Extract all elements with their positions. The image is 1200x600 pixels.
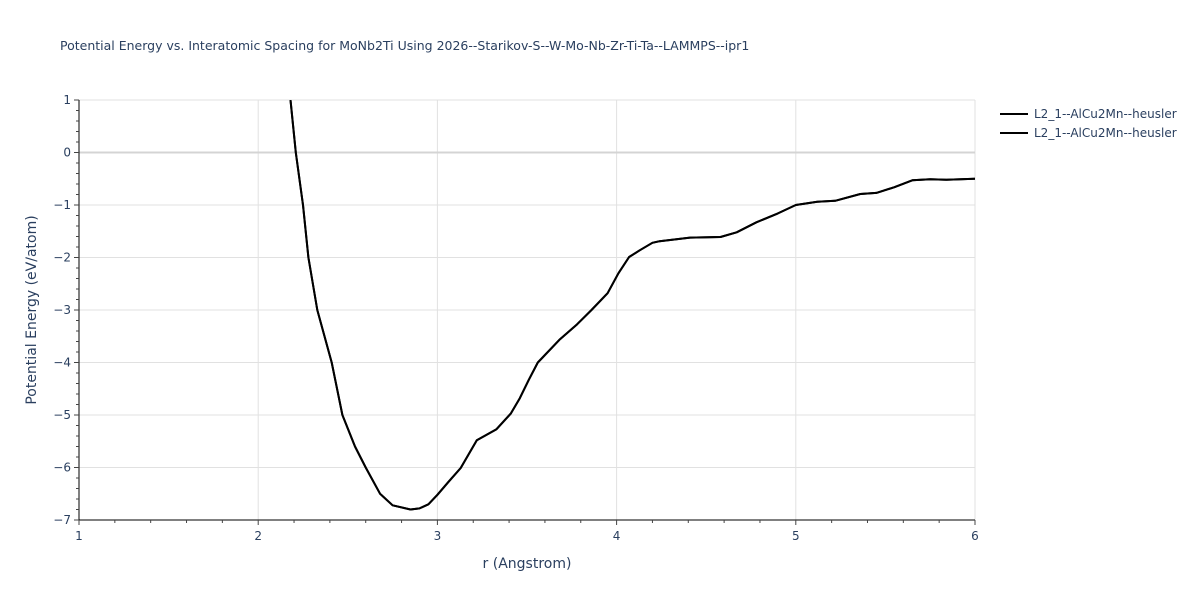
x-tick-label: 1 (75, 529, 83, 543)
gridlines (79, 99, 976, 520)
y-tick-label: −3 (53, 303, 71, 317)
y-tick-label: −5 (53, 408, 71, 422)
x-tick-label: 3 (434, 529, 442, 543)
y-tick-label: −2 (53, 251, 71, 265)
legend-label: L2_1--AlCu2Mn--heusler (1034, 126, 1177, 140)
x-tick-label: 5 (792, 529, 800, 543)
y-tick-label: 1 (63, 93, 71, 107)
y-axis-title: Potential Energy (eV/atom) (24, 215, 40, 404)
chart-title: Potential Energy vs. Interatomic Spacing… (60, 38, 749, 53)
series-line[interactable] (289, 100, 976, 511)
legend-item[interactable]: L2_1--AlCu2Mn--heusler (1000, 126, 1177, 140)
y-tick-label: −1 (53, 198, 71, 212)
y-axis-ticks: 1 0 −1 −2 −3 −4 −5 −6 −7 (53, 93, 79, 527)
x-tick-label: 4 (613, 529, 621, 543)
y-tick-label: −7 (53, 513, 71, 527)
y-tick-label: −4 (53, 356, 71, 370)
y-tick-label: 0 (63, 146, 71, 160)
legend-item[interactable]: L2_1--AlCu2Mn--heusler (1000, 107, 1177, 121)
x-axis-ticks: 1 2 3 4 5 6 (75, 520, 979, 543)
legend: L2_1--AlCu2Mn--heusler L2_1--AlCu2Mn--he… (1000, 107, 1177, 140)
series-line[interactable] (289, 100, 976, 511)
x-tick-label: 6 (971, 529, 979, 543)
x-axis-title: r (Angstrom) (483, 556, 572, 572)
plot-area[interactable] (289, 100, 976, 511)
y-tick-label: −6 (53, 461, 71, 475)
legend-label: L2_1--AlCu2Mn--heusler (1034, 107, 1177, 121)
x-tick-label: 2 (254, 529, 262, 543)
